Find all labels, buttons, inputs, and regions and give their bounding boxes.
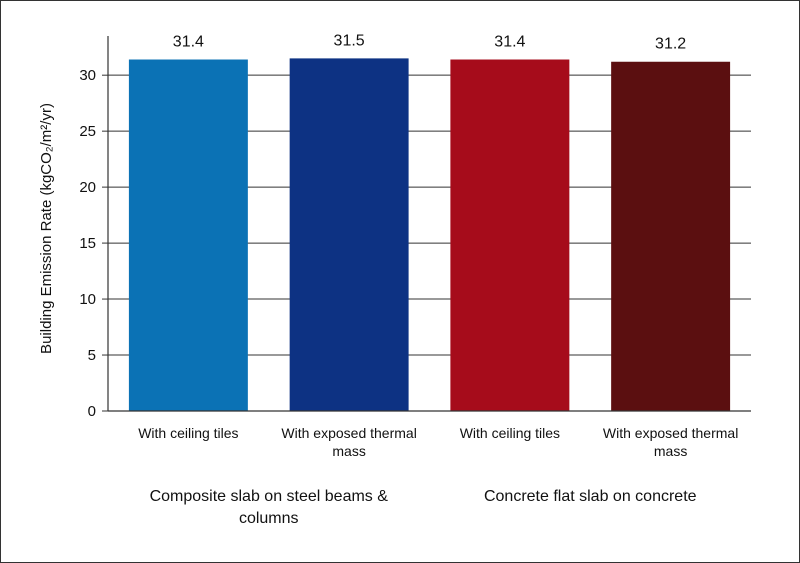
group-label: Composite slab on steel beams & columns [149,488,388,527]
value-label: 31.4 [494,34,525,51]
y-tick-label: 15 [79,235,96,252]
x-tick-label: With exposed thermal mass [602,425,739,460]
y-tick-label: 0 [88,403,96,420]
bar [128,59,248,412]
value-label: 31.4 [173,34,204,51]
x-tick-label: With ceiling tiles [138,425,239,441]
y-tick-label: 20 [79,179,96,196]
bar [450,59,570,412]
y-tick-label: 5 [88,347,96,364]
x-tick-label: With exposed thermal mass [281,425,417,460]
y-tick-label: 10 [79,291,96,308]
bar [289,58,409,411]
y-tick-label: 30 [79,67,96,84]
bar [611,61,731,411]
group-label: Concrete flat slab on concrete [483,488,697,505]
value-label: 31.2 [655,36,686,53]
x-tick-label: With ceiling tiles [459,425,561,441]
value-label: 31.5 [334,32,365,49]
y-tick-label: 25 [79,123,96,140]
y-axis-label: Building Emission Rate (kgCO₂/m²/yr) [38,103,55,354]
